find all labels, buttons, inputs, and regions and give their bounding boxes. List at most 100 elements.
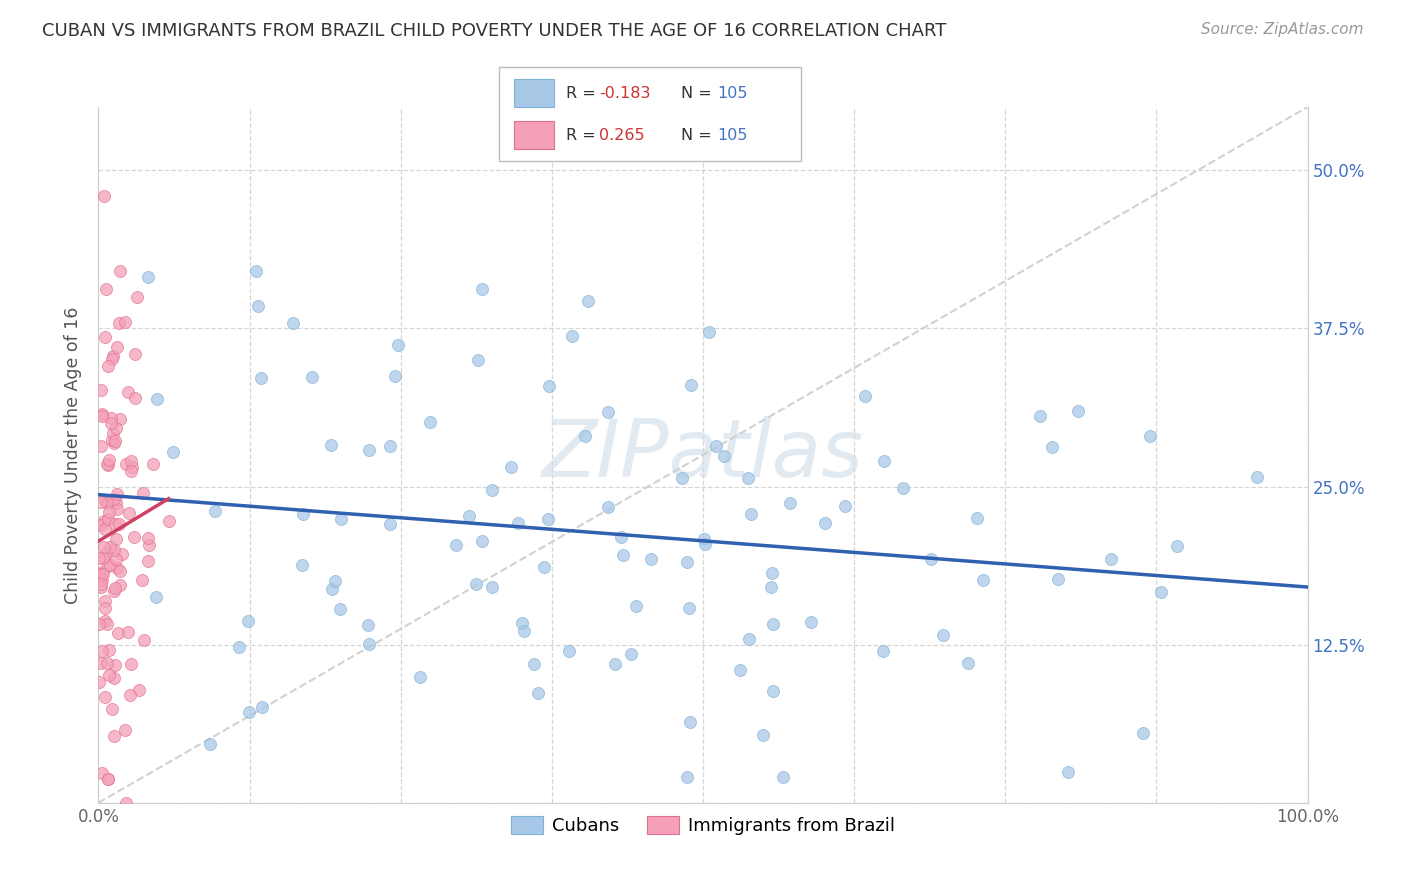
Point [103, 584, 125, 599]
Point [697, 325, 720, 339]
Point [676, 771, 699, 785]
Point [120, 657, 142, 671]
Point [250, 700, 273, 714]
Point [94, 282, 117, 296]
Point [132, 486, 155, 500]
Point [101, 701, 124, 715]
Point [162, 445, 184, 459]
Point [620, 647, 643, 661]
Point [1150, 584, 1173, 599]
Point [612, 548, 634, 562]
Point [693, 532, 716, 546]
Point [291, 558, 314, 572]
Point [512, 616, 534, 631]
Point [378, 439, 401, 453]
Point [105, 340, 128, 354]
Point [761, 566, 783, 580]
Point [98, 668, 121, 682]
Point [800, 615, 823, 629]
Y-axis label: Child Poverty Under the Age of 16: Child Poverty Under the Age of 16 [63, 306, 82, 604]
Point [105, 561, 128, 575]
Point [501, 459, 523, 474]
Point [94, 594, 117, 608]
Point [357, 442, 380, 457]
Point [136, 532, 159, 546]
Point [110, 577, 132, 591]
Point [93, 514, 115, 528]
Point [96, 656, 118, 670]
Point [98, 643, 121, 657]
Point [596, 500, 619, 514]
Point [101, 351, 124, 366]
Point [93, 188, 115, 202]
Point [471, 533, 494, 548]
Point [1047, 572, 1070, 586]
Point [752, 728, 775, 742]
Point [704, 439, 727, 453]
Text: N =: N = [681, 128, 717, 143]
Point [146, 392, 169, 407]
FancyBboxPatch shape [515, 79, 554, 107]
Text: 105: 105 [717, 86, 747, 101]
Point [108, 264, 131, 278]
Point [513, 624, 536, 639]
Point [761, 580, 783, 594]
Point [90, 384, 112, 398]
Point [380, 516, 402, 531]
Point [301, 370, 323, 384]
Point [675, 556, 697, 570]
Point [114, 723, 136, 738]
Point [90, 644, 112, 658]
Point [605, 657, 627, 671]
Point [105, 502, 128, 516]
Point [245, 264, 267, 278]
Text: N =: N = [681, 86, 717, 101]
Point [89, 551, 111, 566]
Point [574, 429, 596, 443]
Text: -0.183: -0.183 [599, 86, 651, 101]
Point [738, 632, 761, 646]
Point [250, 371, 273, 385]
Point [920, 551, 942, 566]
Point [481, 483, 503, 497]
Point [387, 338, 409, 352]
Point [108, 516, 131, 531]
Point [972, 573, 994, 587]
Point [104, 552, 127, 566]
Point [105, 486, 128, 500]
Point [834, 500, 856, 514]
Point [97, 512, 120, 526]
Point [104, 582, 127, 596]
Point [359, 636, 381, 650]
Point [103, 426, 125, 441]
Point [90, 577, 112, 591]
Text: ZIPatlas: ZIPatlas [541, 416, 865, 494]
Point [157, 514, 180, 528]
Text: 0.265: 0.265 [599, 128, 644, 143]
Point [96, 458, 118, 472]
Point [814, 516, 837, 530]
Point [103, 729, 125, 743]
Point [1139, 429, 1161, 443]
Point [94, 614, 117, 628]
Point [228, 640, 250, 654]
Point [1166, 539, 1188, 553]
Point [957, 656, 980, 670]
Point [319, 438, 342, 452]
Point [537, 379, 560, 393]
Point [103, 543, 125, 558]
Point [107, 626, 129, 640]
Point [90, 766, 112, 780]
Point [96, 496, 118, 510]
Point [1099, 552, 1122, 566]
Point [97, 505, 120, 519]
Point [131, 573, 153, 587]
Point [283, 316, 305, 330]
Point [93, 601, 115, 615]
Point [97, 559, 120, 574]
Point [121, 460, 143, 475]
Point [90, 439, 112, 453]
Point [97, 772, 120, 787]
Point [932, 628, 955, 642]
Text: Source: ZipAtlas.com: Source: ZipAtlas.com [1201, 22, 1364, 37]
